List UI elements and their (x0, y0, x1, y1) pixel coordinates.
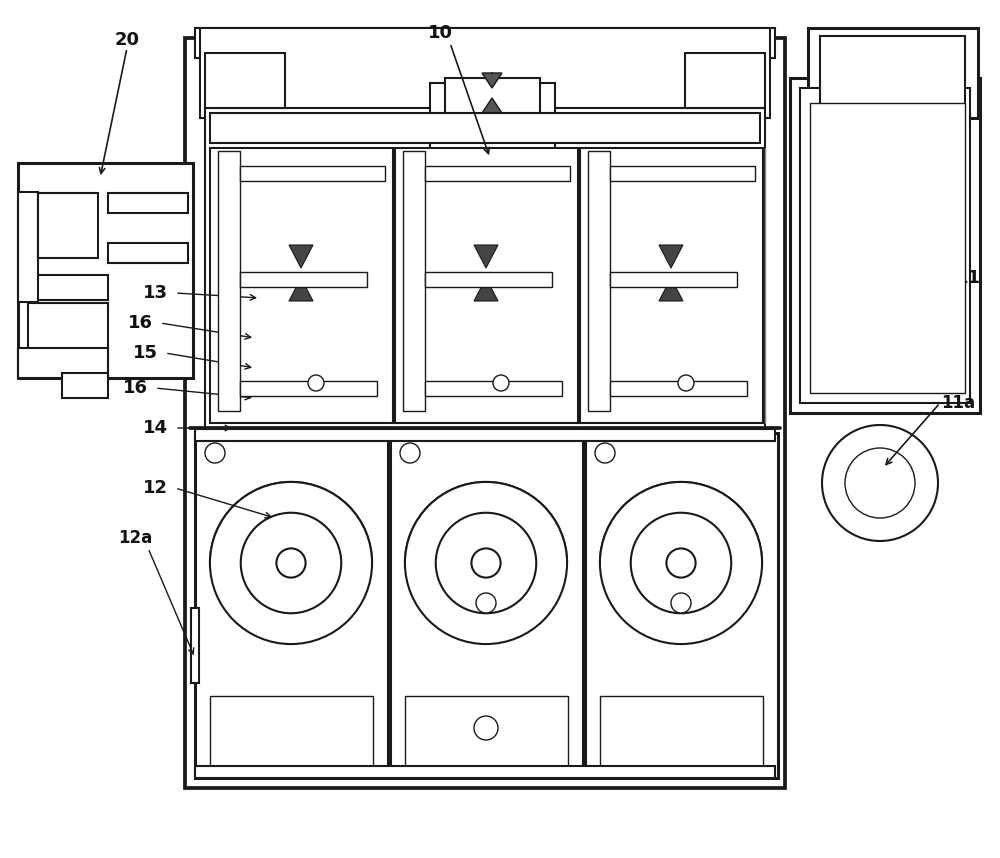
Bar (600, 696, 763, 766)
Bar (28, 275, 108, 300)
Circle shape (436, 513, 536, 613)
Polygon shape (659, 278, 683, 301)
Bar (685, 53, 765, 108)
Bar (191, 608, 199, 683)
Bar (200, 28, 770, 118)
Bar (195, 28, 775, 58)
Circle shape (666, 548, 696, 577)
Circle shape (405, 482, 567, 644)
Bar (195, 766, 775, 778)
Bar (210, 696, 373, 766)
Text: 16: 16 (122, 379, 148, 397)
Circle shape (493, 375, 509, 391)
Bar (218, 151, 240, 411)
Bar (610, 166, 755, 181)
Circle shape (276, 548, 306, 577)
Bar (585, 433, 778, 778)
Bar (810, 103, 965, 393)
Bar (430, 83, 555, 158)
Circle shape (720, 178, 740, 198)
Text: 14: 14 (143, 419, 168, 437)
Bar (240, 166, 385, 181)
Text: 20: 20 (114, 31, 140, 49)
Bar (195, 433, 388, 778)
Bar (108, 193, 188, 213)
Text: 12: 12 (143, 479, 168, 497)
Circle shape (218, 166, 262, 210)
Bar (405, 696, 568, 766)
Bar (18, 192, 38, 302)
Circle shape (631, 513, 731, 613)
Polygon shape (289, 245, 313, 268)
Polygon shape (474, 245, 498, 268)
Bar (240, 272, 367, 287)
Circle shape (708, 166, 752, 210)
Circle shape (308, 375, 324, 391)
Bar (610, 381, 747, 396)
Polygon shape (289, 278, 313, 301)
Circle shape (600, 482, 762, 644)
Bar (210, 113, 760, 143)
Bar (403, 151, 425, 411)
Circle shape (476, 593, 496, 613)
Circle shape (678, 375, 694, 391)
Bar (108, 243, 188, 263)
Circle shape (671, 593, 691, 613)
Circle shape (400, 443, 420, 463)
Bar (205, 108, 765, 428)
Text: 10: 10 (428, 24, 452, 42)
Bar (395, 148, 578, 423)
Bar (28, 303, 108, 363)
Text: 13: 13 (143, 284, 168, 302)
Bar (390, 433, 583, 778)
Circle shape (474, 716, 498, 740)
Circle shape (471, 548, 501, 577)
Circle shape (822, 425, 938, 541)
Circle shape (205, 443, 225, 463)
Bar (790, 78, 980, 413)
Polygon shape (482, 98, 502, 113)
Polygon shape (659, 245, 683, 268)
Bar (800, 88, 970, 403)
Text: 11a: 11a (941, 394, 975, 412)
Bar (240, 381, 377, 396)
Bar (210, 148, 393, 423)
Bar (18, 348, 108, 378)
Bar (195, 429, 775, 441)
Bar (808, 28, 978, 118)
Circle shape (845, 448, 915, 518)
Circle shape (230, 178, 250, 198)
Polygon shape (474, 278, 498, 301)
Bar (610, 272, 737, 287)
Bar (445, 78, 540, 128)
Bar (18, 163, 193, 378)
Bar (588, 151, 610, 411)
Text: 16: 16 (128, 314, 152, 332)
Circle shape (241, 513, 341, 613)
Bar (580, 148, 763, 423)
Circle shape (210, 482, 372, 644)
Polygon shape (482, 73, 502, 88)
Bar (205, 53, 285, 108)
Text: 15: 15 (132, 344, 158, 362)
Bar (185, 38, 785, 788)
Bar (38, 193, 98, 258)
Circle shape (595, 443, 615, 463)
Text: 11: 11 (956, 269, 980, 287)
Bar (820, 36, 965, 108)
Bar (425, 381, 562, 396)
Bar (425, 166, 570, 181)
Bar (425, 272, 552, 287)
Text: 12a: 12a (118, 529, 152, 547)
Bar (62, 373, 108, 398)
